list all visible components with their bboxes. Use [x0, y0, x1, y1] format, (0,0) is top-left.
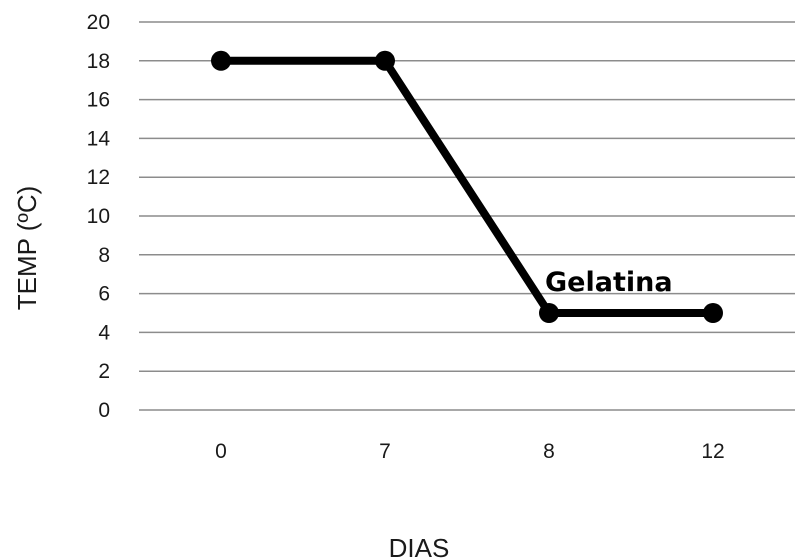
x-axis-title: DIAS [389, 533, 450, 560]
y-tick-label: 16 [87, 89, 110, 112]
y-tick-label: 10 [87, 205, 110, 228]
x-tick-label: 8 [543, 440, 555, 463]
x-tick-label: 0 [215, 440, 227, 463]
annotation-label: Gelatina [545, 267, 673, 298]
y-tick-label: 12 [87, 166, 110, 189]
y-tick-label: 18 [87, 50, 110, 73]
x-tick-labels: 0 7 8 12 [215, 440, 725, 463]
y-tick-label: 4 [98, 321, 110, 344]
y-tick-label: 8 [98, 244, 110, 267]
data-points [211, 50, 723, 323]
y-tick-label: 14 [87, 127, 111, 150]
y-axis-title: TEMP (ºC) [12, 186, 42, 311]
data-point-0 [211, 50, 231, 71]
y-tick-label: 6 [98, 283, 110, 306]
data-point-12 [703, 303, 723, 323]
x-tick-label: 7 [379, 440, 391, 463]
data-point-7 [375, 50, 395, 71]
y-tick-labels: 0 2 4 6 8 10 12 14 16 18 20 [87, 11, 111, 422]
series-line [221, 56, 713, 317]
y-tick-label: 0 [98, 399, 110, 422]
y-tick-label: 2 [98, 360, 110, 383]
y-tick-label: 20 [87, 11, 110, 34]
series-line-path [221, 56, 713, 317]
gridlines [139, 21, 795, 411]
data-point-8 [539, 303, 559, 323]
x-tick-label: 12 [701, 440, 724, 463]
